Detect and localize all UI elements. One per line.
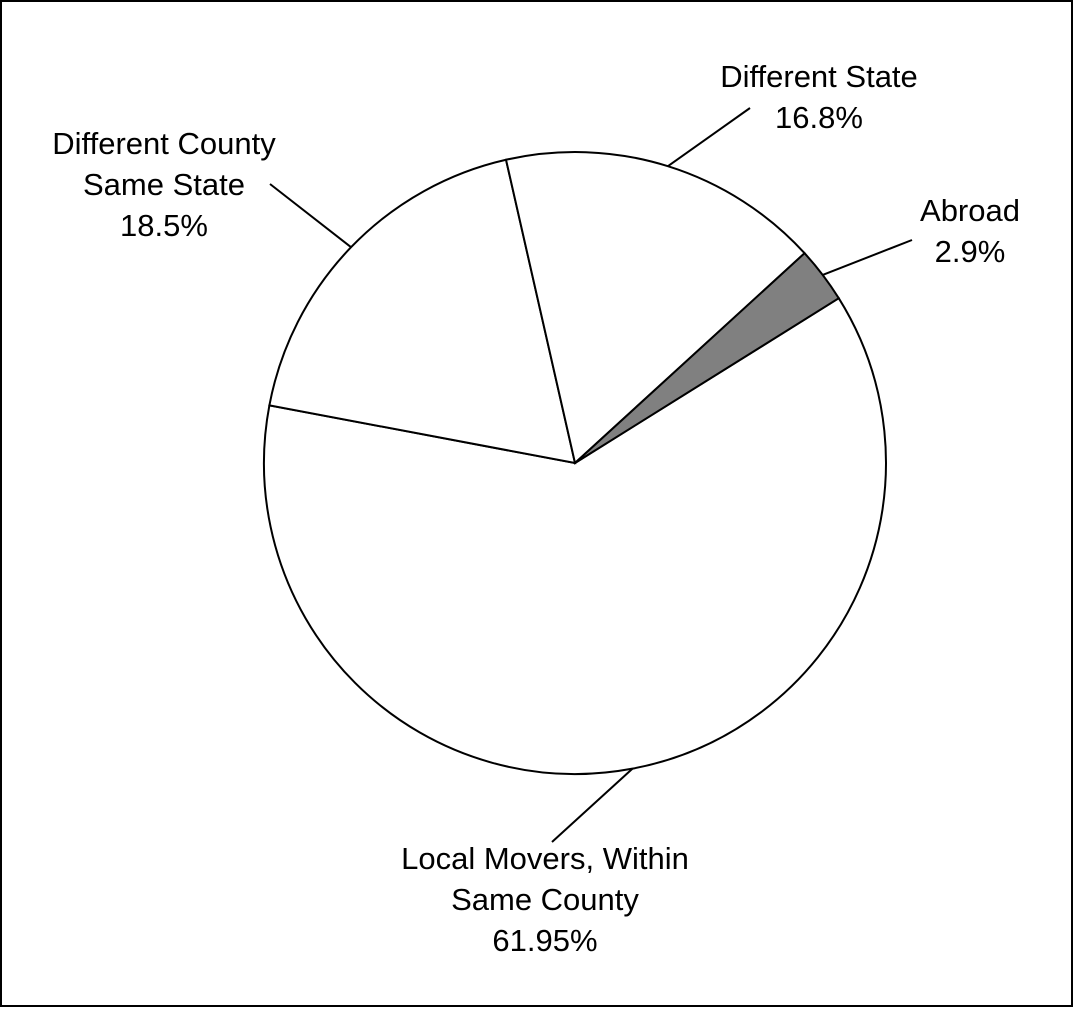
leader-local-movers: [551, 767, 634, 843]
slice-label-name: Different State: [720, 59, 918, 94]
slice-label-name-line1: Local Movers, Within: [401, 841, 689, 876]
slice-label-name-line1: Different County: [52, 126, 276, 161]
leader-different-state: [667, 107, 751, 168]
slice-label-different-county: Different County Same State 18.5%: [52, 126, 276, 243]
slice-label-name-line2: Same County: [451, 882, 639, 917]
slice-label-name-line2: Same State: [83, 167, 245, 202]
slice-label-value: 61.95%: [492, 923, 597, 958]
slice-abroad: [574, 251, 841, 464]
slice-label-different-state: Different State 16.8%: [720, 59, 918, 135]
slice-different-state: [504, 151, 806, 465]
slice-label-name: Abroad: [920, 193, 1020, 228]
pie-slices: [263, 151, 887, 775]
slice-label-value: 2.9%: [935, 234, 1006, 269]
slice-label-abroad: Abroad 2.9%: [920, 193, 1020, 269]
slice-local-movers: [263, 296, 887, 775]
slice-different-county: [268, 158, 577, 465]
slice-label-local-movers: Local Movers, Within Same County 61.95%: [401, 841, 689, 958]
slice-label-value: 16.8%: [775, 100, 863, 135]
slice-label-value: 18.5%: [120, 208, 208, 243]
leader-abroad: [822, 239, 913, 276]
leader-lines: [269, 107, 913, 843]
leader-different-county: [269, 183, 352, 248]
